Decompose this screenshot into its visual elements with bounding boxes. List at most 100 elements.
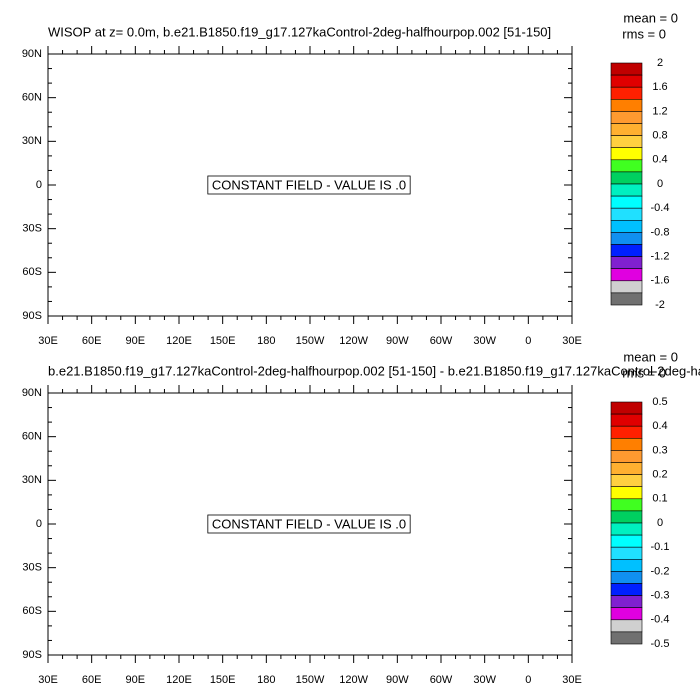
x-tick-label: 0 [525, 674, 531, 686]
x-tick-label: 180 [257, 674, 275, 686]
x-tick-label: 150E [210, 674, 236, 686]
x-tick-label: 120E [166, 674, 192, 686]
colorbar-box [610, 413, 643, 427]
x-tick-label: 0 [525, 335, 531, 347]
colorbar-box [610, 292, 643, 306]
x-tick-label: 60E [82, 335, 102, 347]
y-tick-label: 90S [22, 649, 42, 661]
panel-title: WISOP at z= 0.0m, b.e21.B1850.f19_g17.12… [48, 24, 551, 39]
rms-label: rms = 0 [622, 365, 666, 380]
colorbar-box [610, 534, 643, 548]
colorbar-box [610, 607, 643, 621]
colorbar-box [610, 619, 643, 633]
x-tick-label: 180 [257, 335, 275, 347]
colorbar-box [610, 135, 643, 149]
colorbar-box [610, 99, 643, 112]
colorbar-box [610, 147, 643, 161]
colorbar-box [610, 123, 643, 136]
colorbar-box [610, 256, 643, 270]
colorbar-box [610, 558, 643, 572]
colorbar-label: 1.2 [652, 105, 667, 117]
colorbar-box [610, 583, 643, 596]
colorbar-label: -1.2 [651, 251, 670, 263]
colorbar-box [610, 232, 643, 245]
x-tick-label: 90E [126, 335, 146, 347]
colorbar-label: 0.4 [652, 154, 667, 166]
x-tick-label: 60W [430, 335, 453, 347]
y-tick-label: 60N [22, 431, 42, 443]
x-tick-label: 150E [210, 335, 236, 347]
colorbar-box [610, 171, 643, 185]
colorbar-box [610, 244, 643, 257]
colorbar-box [610, 111, 643, 124]
y-tick-label: 90N [22, 387, 42, 399]
colorbar-label: 0.8 [652, 130, 667, 142]
y-tick-label: 30S [22, 562, 42, 574]
colorbar-box [610, 437, 643, 451]
colorbar-label: 1.6 [652, 81, 667, 93]
x-tick-label: 90W [386, 335, 409, 347]
x-tick-label: 90E [126, 674, 146, 686]
message: CONSTANT FIELD - VALUE IS .0 [212, 516, 406, 531]
colorbar-label: 0.2 [652, 469, 667, 481]
x-tick-label: 60W [430, 674, 453, 686]
colorbar-label: 0 [657, 517, 663, 529]
x-tick-label: 150W [296, 335, 325, 347]
x-tick-label: 30W [473, 674, 496, 686]
colorbar-box [610, 546, 643, 560]
x-tick-label: 150W [296, 674, 325, 686]
x-tick-label: 90W [386, 674, 409, 686]
colorbar-box [610, 595, 643, 608]
colorbar-box [610, 268, 643, 282]
mean-label: mean = 0 [623, 10, 678, 25]
colorbar-label: 0 [657, 178, 663, 190]
x-tick-label: 30E [38, 335, 58, 347]
colorbar-box [610, 195, 643, 209]
colorbar-box [610, 510, 643, 524]
colorbar-label: -1.6 [651, 275, 670, 287]
x-tick-label: 30E [562, 674, 582, 686]
colorbar-label: -0.2 [651, 565, 670, 577]
colorbar-label: 0.3 [652, 444, 667, 456]
colorbar-label: -0.4 [651, 202, 670, 214]
colorbar-label: -0.3 [651, 590, 670, 602]
y-tick-label: 0 [36, 518, 42, 530]
y-tick-label: 60S [22, 605, 42, 617]
colorbar-box [610, 62, 643, 76]
y-tick-label: 0 [36, 179, 42, 191]
y-tick-label: 90S [22, 310, 42, 322]
x-tick-label: 120W [339, 674, 368, 686]
colorbar-label: 0.4 [652, 420, 667, 432]
x-tick-label: 30W [473, 335, 496, 347]
colorbar-box [610, 220, 643, 233]
x-tick-label: 120W [339, 335, 368, 347]
message: CONSTANT FIELD - VALUE IS .0 [212, 177, 406, 192]
colorbar-label: 0.1 [652, 493, 667, 505]
y-tick-label: 60N [22, 92, 42, 104]
colorbar-box [610, 631, 643, 645]
colorbar-box [610, 462, 643, 475]
colorbar-box [610, 425, 643, 439]
colorbar-label: 0.5 [652, 396, 667, 408]
x-tick-label: 30E [38, 674, 58, 686]
colorbar-box [610, 86, 643, 100]
colorbar-box [610, 571, 643, 584]
y-tick-label: 30N [22, 474, 42, 486]
colorbar-box [610, 498, 643, 512]
x-tick-label: 120E [166, 335, 192, 347]
colorbar-box [610, 207, 643, 221]
colorbar-box [610, 401, 643, 415]
y-tick-label: 90N [22, 48, 42, 60]
colorbar-box [610, 74, 643, 88]
colorbar-box [610, 450, 643, 463]
colorbar-box [610, 159, 643, 173]
x-tick-label: 60E [82, 674, 102, 686]
colorbar-box [610, 486, 643, 500]
y-tick-label: 30S [22, 223, 42, 235]
colorbar-box [610, 474, 643, 488]
rms-label: rms = 0 [622, 26, 666, 41]
colorbar-label: -2 [655, 299, 665, 311]
mean-label: mean = 0 [623, 349, 678, 364]
x-tick-label: 30E [562, 335, 582, 347]
